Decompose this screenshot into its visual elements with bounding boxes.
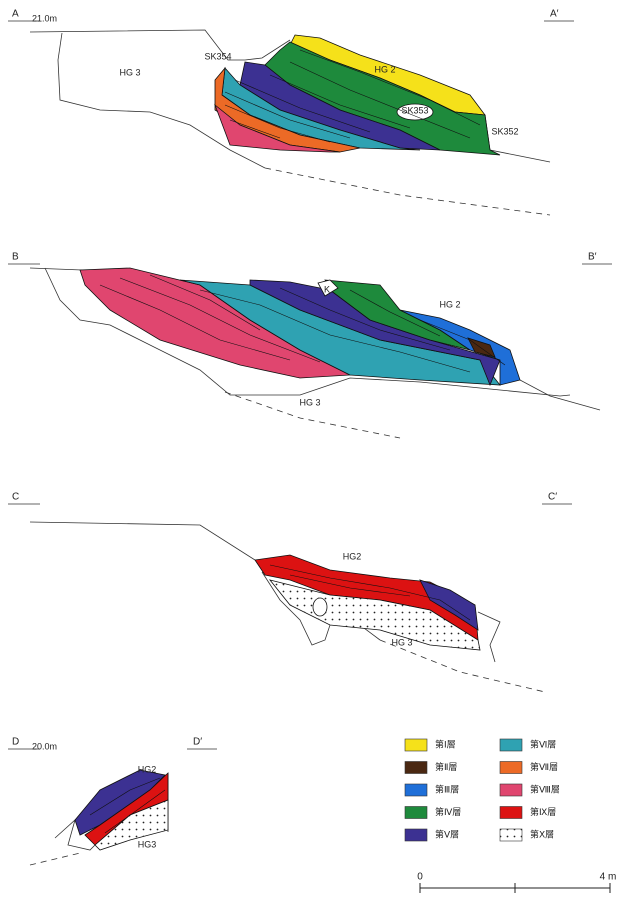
annotation: HG 2 bbox=[439, 299, 460, 309]
annotation: HG 3 bbox=[299, 397, 320, 407]
section-label: A bbox=[12, 9, 19, 20]
annotation: K bbox=[324, 284, 330, 294]
annotation: HG 3 bbox=[119, 67, 140, 77]
section-label-end: C′ bbox=[548, 492, 557, 503]
annotation: HG2 bbox=[343, 551, 362, 561]
legend-label: 第Ⅰ層 bbox=[435, 738, 456, 749]
pocket bbox=[313, 598, 327, 616]
ground-c-right bbox=[478, 612, 500, 662]
section-label: C bbox=[12, 492, 19, 503]
legend-swatch bbox=[405, 762, 427, 774]
legend-swatch bbox=[500, 829, 522, 841]
legend-swatch bbox=[500, 762, 522, 774]
ground-a bbox=[30, 30, 290, 60]
legend-label: 第Ⅳ層 bbox=[435, 806, 461, 817]
ground-b bbox=[30, 268, 82, 270]
annotation: SK354 bbox=[204, 51, 231, 61]
section-label-end: A′ bbox=[550, 9, 559, 20]
legend-label: 第Ⅹ層 bbox=[530, 828, 554, 839]
elevation: 21.0m bbox=[32, 13, 57, 23]
scale-start: 0 bbox=[417, 872, 423, 883]
annotation: HG3 bbox=[138, 839, 157, 849]
elevation: 20.0m bbox=[32, 741, 57, 751]
legend-swatch bbox=[405, 739, 427, 751]
annotation: HG 2 bbox=[374, 64, 395, 74]
section-label: B bbox=[12, 252, 19, 263]
legend-label: 第Ⅶ層 bbox=[530, 761, 558, 772]
dash-a bbox=[265, 168, 550, 215]
annotation: HG2 bbox=[138, 764, 157, 774]
section-label: D bbox=[12, 737, 19, 748]
legend-swatch bbox=[500, 784, 522, 796]
legend-swatch bbox=[405, 829, 427, 841]
annotation: HG 3 bbox=[391, 637, 412, 647]
legend-label: 第Ⅲ層 bbox=[435, 783, 459, 794]
section-label-end: B′ bbox=[588, 252, 597, 263]
scale-end: 4 m bbox=[600, 872, 617, 883]
legend-label: 第Ⅷ層 bbox=[530, 783, 560, 794]
ground-c bbox=[30, 522, 255, 560]
legend-swatch bbox=[500, 807, 522, 819]
annotation: SK352 bbox=[491, 126, 518, 136]
annotation: SK353 bbox=[401, 105, 428, 115]
section-diagram: A A′ 21.0m HG 3 SK354 HG 2 SK353 SK352 B B′ K HG 2 H… bbox=[0, 0, 627, 897]
legend-label: 第Ⅸ層 bbox=[530, 806, 556, 817]
legend-swatch bbox=[500, 739, 522, 751]
layers bbox=[75, 35, 520, 850]
section-label-end: D′ bbox=[193, 737, 202, 748]
legend-label: 第Ⅱ層 bbox=[435, 761, 457, 772]
legend-swatch bbox=[405, 784, 427, 796]
legend-label: 第Ⅵ層 bbox=[530, 738, 556, 749]
dash-d bbox=[30, 853, 80, 865]
legend-label: 第Ⅴ層 bbox=[435, 828, 459, 839]
ground-b-right bbox=[520, 380, 600, 410]
legend-swatch bbox=[405, 807, 427, 819]
